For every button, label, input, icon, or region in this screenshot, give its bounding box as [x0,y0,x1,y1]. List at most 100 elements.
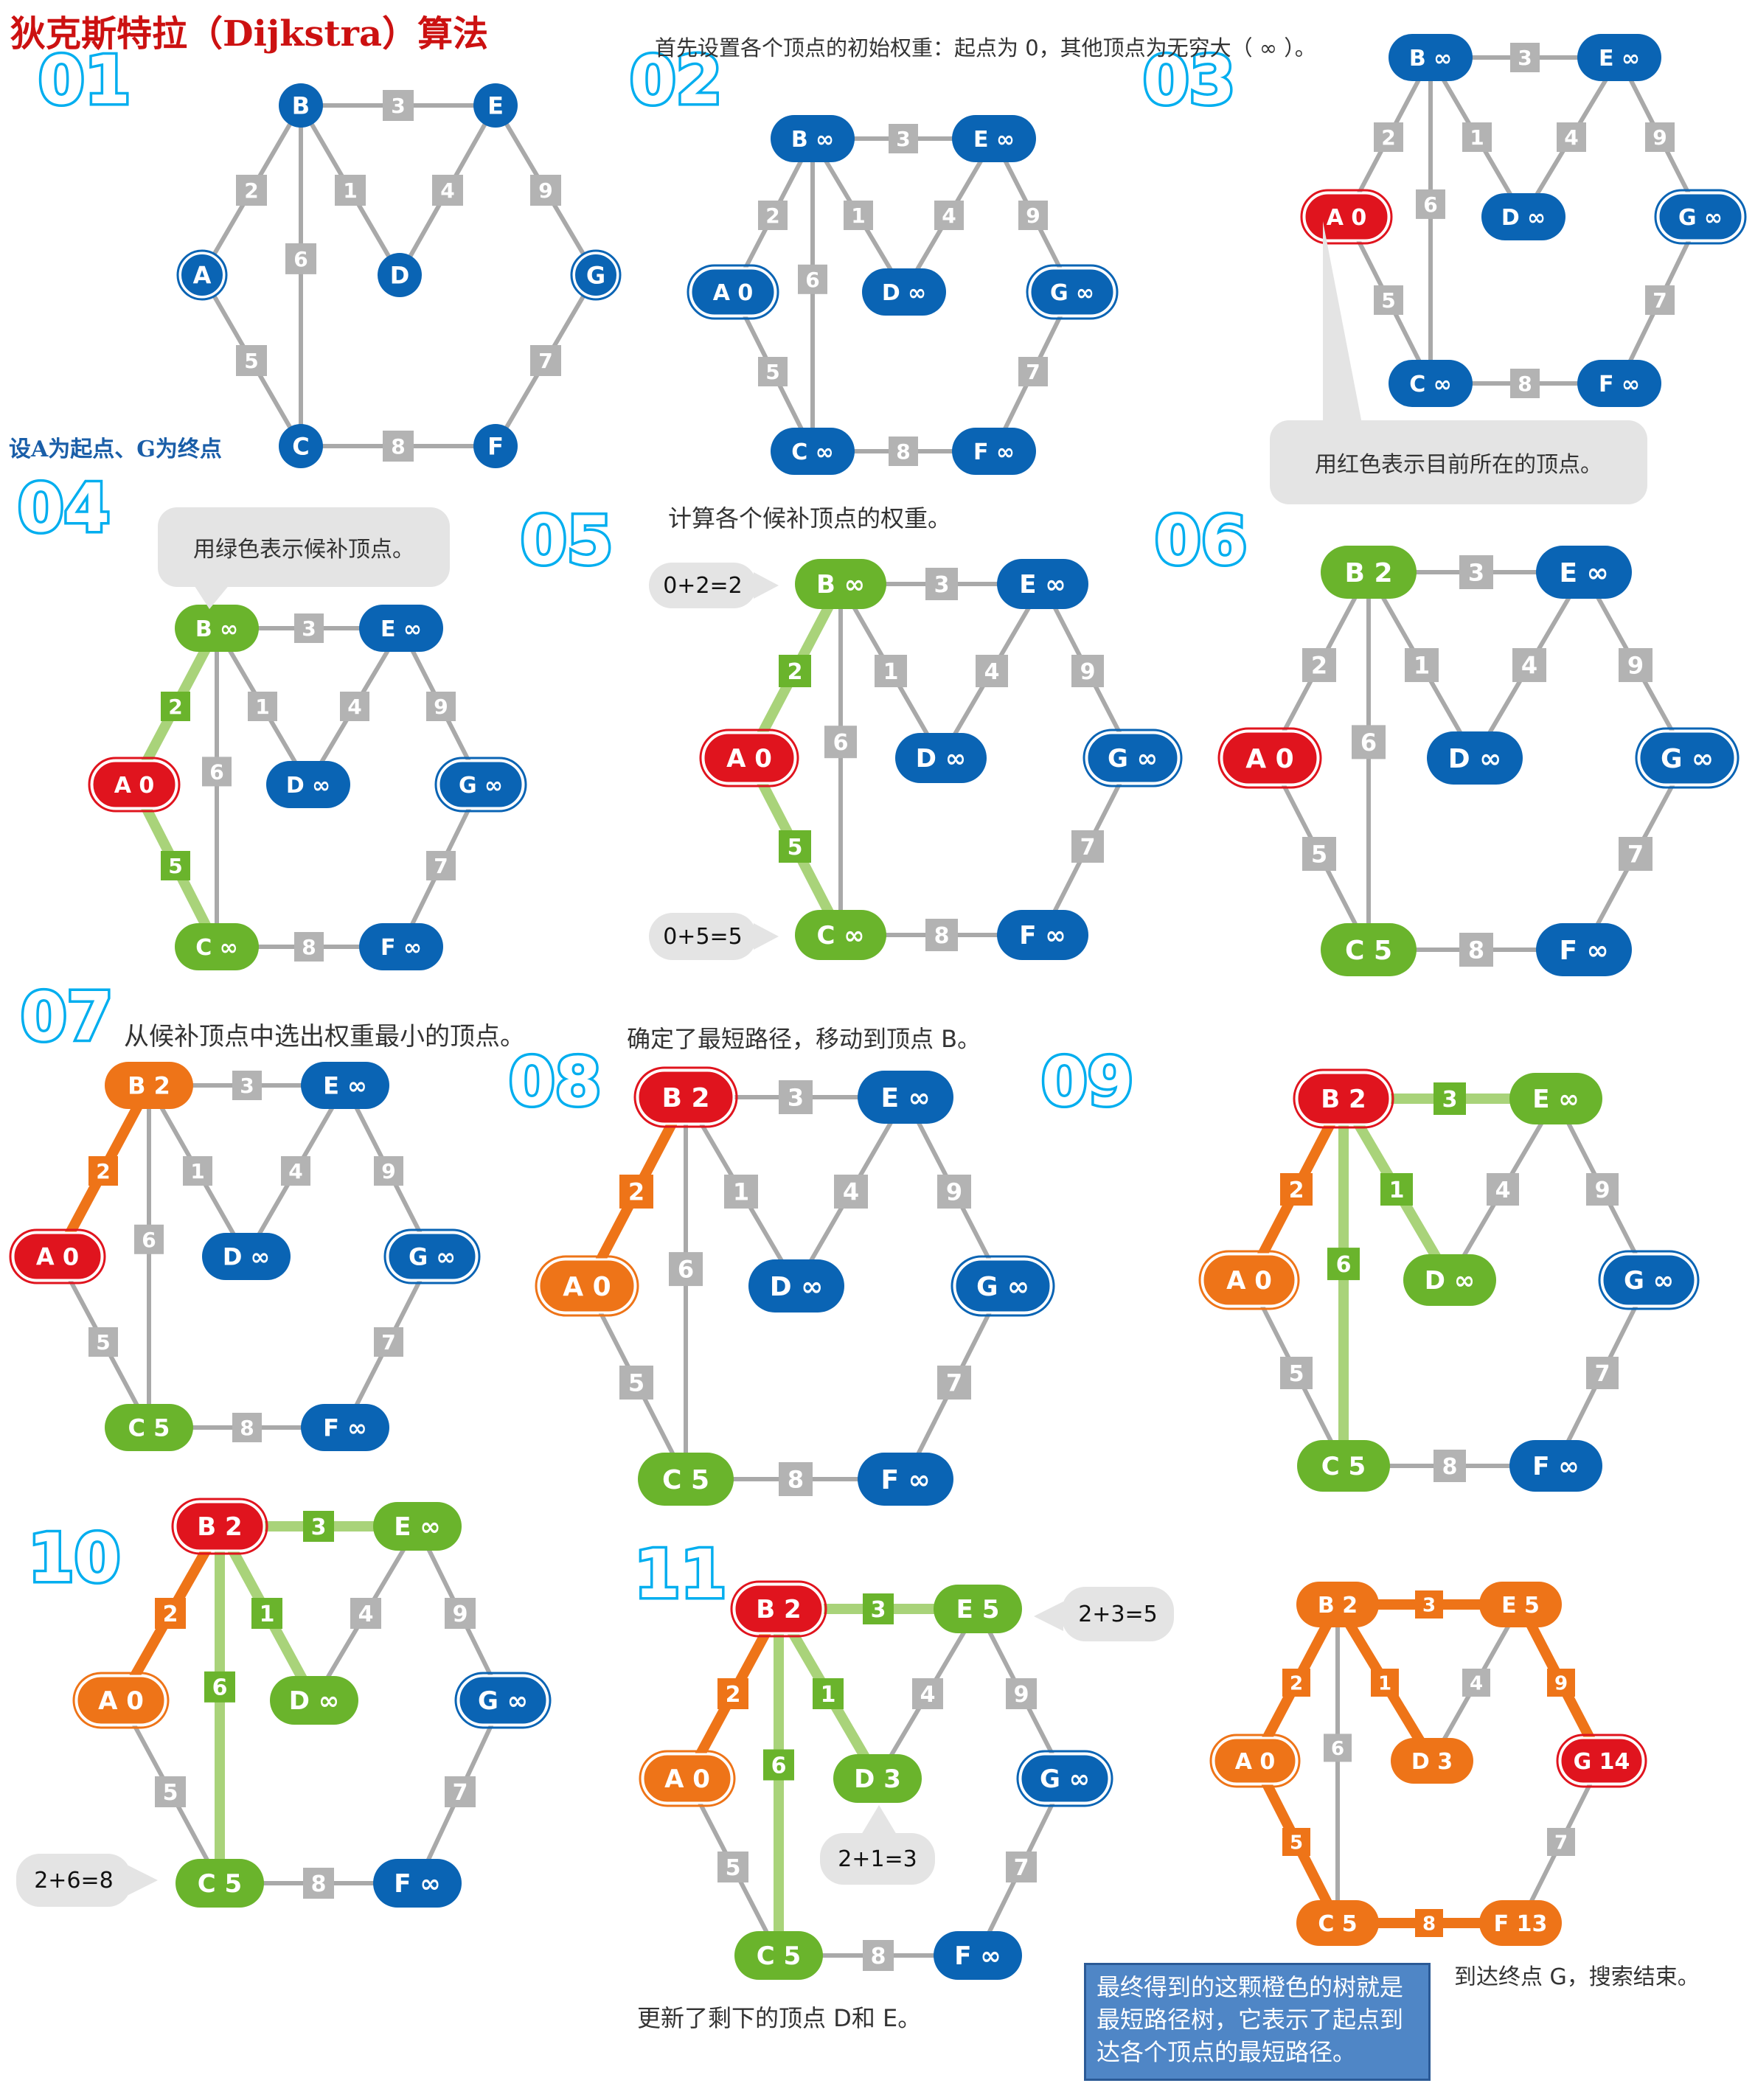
svg-text:5: 5 [244,349,258,373]
svg-text:6: 6 [209,759,223,784]
svg-text:G 14: G 14 [1574,1749,1630,1775]
node-a: A 0 [1198,1250,1300,1310]
edge-weight-b-c: 6 [824,726,857,759]
svg-text:D 3: D 3 [1411,1749,1453,1775]
svg-text:1: 1 [260,1602,275,1627]
svg-text:E ∞: E ∞ [880,1083,930,1113]
edge-weight-e-g: 9 [1006,1678,1037,1709]
edge-weight-d-e: 4 [1557,122,1586,152]
edge-weight-d-e: 4 [350,1598,381,1629]
node-e: E ∞ [359,605,443,652]
svg-text:2: 2 [1289,1178,1304,1203]
node-f: F ∞ [1509,1440,1602,1492]
svg-text:5: 5 [1381,288,1395,313]
edge-weight-b-c: 6 [134,1224,164,1254]
svg-text:3: 3 [1468,559,1484,587]
edge-weight-b-e: 3 [1415,1590,1443,1619]
svg-text:6: 6 [293,247,307,271]
svg-text:2: 2 [628,1178,644,1206]
svg-text:G ∞: G ∞ [1624,1266,1674,1296]
edge-weight-b-e: 3 [925,568,958,600]
svg-text:A 0: A 0 [713,280,754,306]
svg-text:C ∞: C ∞ [816,921,864,950]
edge-weight-a-c: 5 [1302,837,1336,871]
svg-text:5: 5 [788,835,803,860]
svg-text:C 5: C 5 [198,1869,242,1899]
node-a: A 0 [1217,727,1322,789]
svg-text:8: 8 [934,923,950,949]
svg-text:E 5: E 5 [1501,1593,1540,1619]
svg-text:6: 6 [805,268,819,292]
edge-weight-e-g: 9 [530,175,561,206]
svg-text:7: 7 [1014,1855,1029,1881]
node-e: E [473,83,518,128]
node-g: G ∞ [454,1672,552,1729]
node-e: E ∞ [997,559,1088,609]
svg-text:A 0: A 0 [1327,205,1367,231]
svg-text:C ∞: C ∞ [195,935,237,961]
node-c: C 5 [1321,923,1417,976]
svg-text:D ∞: D ∞ [223,1243,270,1271]
svg-text:6: 6 [1331,1738,1344,1760]
svg-text:E ∞: E ∞ [323,1072,367,1100]
svg-text:G ∞: G ∞ [409,1243,456,1271]
panel-number: 10 [28,1520,120,1597]
edge-weight-f-g: 7 [1018,357,1048,386]
node-g: G [570,249,622,301]
svg-text:9: 9 [453,1602,468,1627]
node-b: B ∞ [1389,34,1473,81]
intro-caption: 首先设置各个顶点的初始权重：起点为 0，其他顶点为无穷大（ ∞ ）。 [655,35,1316,60]
node-c: C 5 [734,1931,823,1980]
svg-text:G ∞: G ∞ [976,1272,1029,1302]
calc-bubble-c2-pointer [128,1866,158,1895]
svg-text:5: 5 [1290,1832,1303,1854]
node-c: C 5 [1296,1900,1379,1946]
node-g: G ∞ [1635,727,1740,789]
svg-text:D ∞: D ∞ [1501,205,1546,231]
svg-text:1: 1 [821,1682,836,1708]
svg-text:E 5: E 5 [956,1595,1000,1624]
edge-weight-a-b: 2 [155,1598,186,1629]
svg-text:2: 2 [765,204,779,228]
edge-weight-c-f: 8 [779,1462,813,1496]
svg-text:9: 9 [538,178,552,203]
svg-text:6: 6 [1360,729,1377,757]
node-b: B ∞ [795,559,886,609]
svg-text:4: 4 [942,204,956,228]
svg-text:4: 4 [920,1682,936,1708]
edge-weight-f-g: 7 [530,345,561,376]
edge-weight-a-c: 5 [155,1776,186,1807]
svg-text:9: 9 [946,1178,962,1206]
svg-text:D: D [390,262,410,290]
edge-weight-c-f: 8 [1510,369,1540,398]
edge-weight-b-c: 6 [1416,189,1445,219]
node-e: E ∞ [301,1062,389,1109]
edge-weight-a-c: 5 [779,830,811,863]
svg-text:3: 3 [788,1084,804,1112]
svg-text:A 0: A 0 [1245,744,1293,774]
svg-text:B 2: B 2 [1321,1085,1366,1114]
node-c: C 5 [176,1859,264,1908]
svg-text:G ∞: G ∞ [1678,205,1723,231]
edge-weight-b-e: 3 [889,124,918,153]
node-f: F ∞ [1536,923,1632,976]
move-caption: 确定了最短路径，移动到顶点 B。 [627,1025,981,1053]
panel-11: 11 2 5 6 1 3 4 9 8 7 A 0 B 2 C 5 D 3 E 5 F ∞ G ∞ [632,1534,1113,1980]
edge-weight-f-g: 7 [1619,837,1653,871]
node-c: C ∞ [795,910,886,960]
edge-weight-b-d: 1 [844,201,873,230]
svg-text:7: 7 [946,1369,962,1397]
svg-text:D 3: D 3 [854,1765,901,1794]
svg-text:F ∞: F ∞ [954,1941,1001,1971]
panel-number: 04 [18,470,110,547]
svg-text:7: 7 [1026,360,1040,384]
edge-weight-b-e: 3 [1459,555,1493,589]
svg-text:4: 4 [843,1178,859,1206]
svg-text:9: 9 [434,695,448,719]
svg-text:3: 3 [240,1074,254,1098]
svg-text:4: 4 [1564,125,1578,150]
panel-10: 10 2 5 6 1 3 4 9 8 7 A 0 B 2 C 5 D ∞ E ∞ F ∞ G ∞ [26,1498,552,1908]
edge-weight-c-f: 8 [1415,1909,1443,1937]
svg-text:5: 5 [163,1780,178,1806]
calc-caption: 计算各个候补顶点的权重。 [668,504,952,532]
